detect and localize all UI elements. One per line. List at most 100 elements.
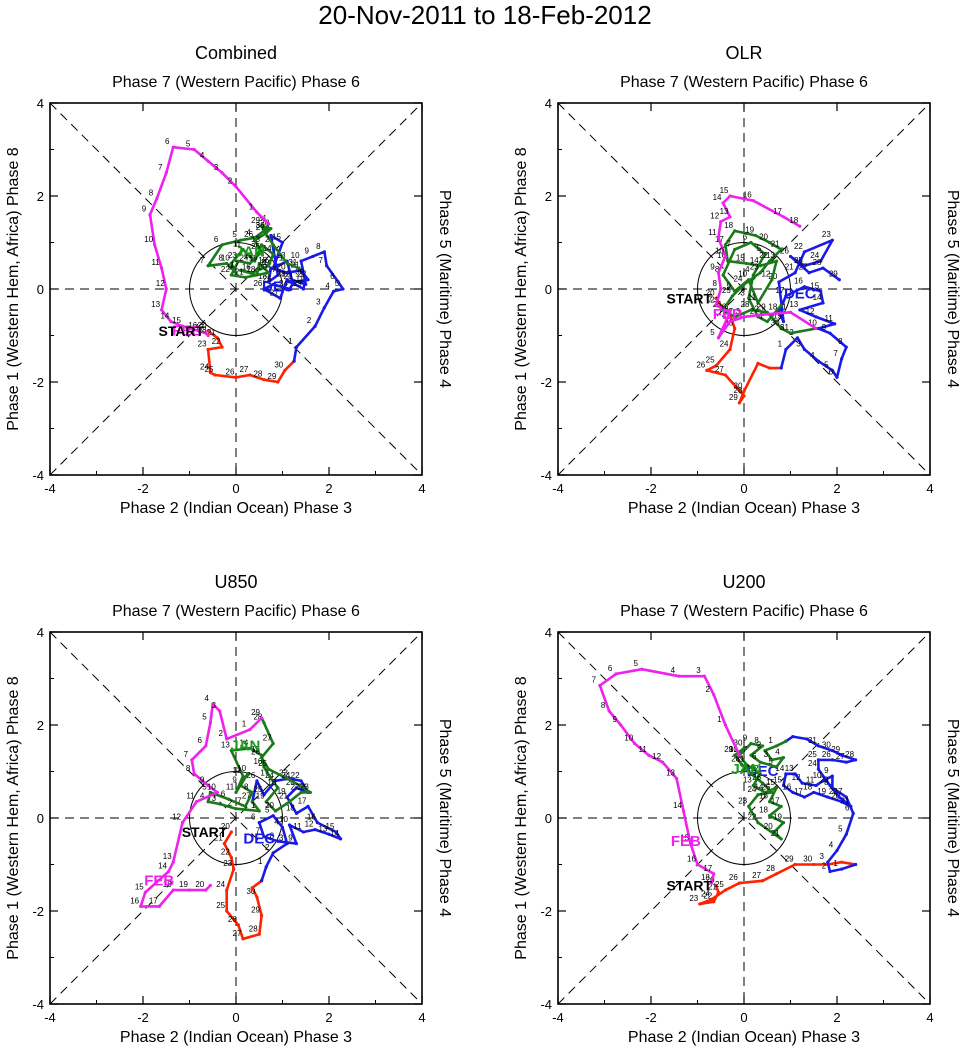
series-point	[308, 790, 312, 795]
series-point	[229, 748, 233, 753]
day-label: 17	[230, 260, 239, 269]
day-label: 21	[214, 834, 223, 843]
day-label: 20	[258, 263, 267, 272]
day-label: 12	[233, 766, 242, 775]
x-tick-label: 4	[418, 1010, 425, 1025]
day-label: 23	[279, 768, 288, 777]
series-point	[297, 266, 301, 270]
series-point	[206, 783, 210, 788]
series-point	[714, 883, 718, 888]
day-label: 11	[825, 314, 834, 323]
series-point	[814, 315, 818, 319]
series-point	[234, 271, 238, 275]
day-label: 1	[768, 736, 773, 745]
series-point	[716, 236, 721, 240]
series-point	[248, 373, 252, 377]
day-label: 9	[822, 323, 827, 332]
series-line-jan	[733, 740, 787, 841]
series-point	[747, 804, 751, 808]
series-point	[733, 753, 737, 757]
series-point	[299, 268, 303, 272]
unit-circle	[697, 242, 791, 336]
day-label: 7	[743, 745, 748, 754]
day-label: 22	[291, 771, 300, 780]
day-label: 3	[211, 701, 216, 710]
day-label: 8	[316, 242, 321, 251]
day-label: 7	[158, 163, 163, 172]
series-point	[698, 902, 702, 906]
series-point	[802, 795, 807, 799]
day-label: 29	[251, 216, 260, 225]
series-point	[180, 324, 185, 328]
series-point	[844, 760, 848, 764]
y-tick-label: 4	[545, 96, 552, 111]
series-point	[271, 814, 275, 818]
x-tick-label: 2	[833, 481, 840, 496]
series-point	[227, 797, 231, 802]
month-label-feb: FEB	[713, 306, 743, 323]
series-point	[821, 266, 825, 270]
series-point	[213, 373, 217, 377]
x-tick-label: 2	[325, 1010, 332, 1025]
series-point	[761, 781, 765, 785]
series-point	[781, 755, 786, 760]
series-point	[164, 287, 168, 291]
day-label: 2	[750, 307, 755, 316]
day-label: 1	[251, 801, 256, 810]
series-point	[269, 226, 273, 231]
day-label: 28	[766, 864, 775, 873]
day-label: 24	[720, 339, 729, 348]
series-point	[742, 746, 746, 750]
series-point	[835, 848, 839, 853]
series-point	[830, 748, 834, 753]
series-point	[761, 744, 765, 748]
series-point	[767, 240, 772, 245]
day-label: 23	[738, 796, 747, 805]
series-line-nov	[705, 297, 782, 405]
series-point	[756, 361, 760, 365]
series-point	[294, 841, 299, 846]
series-point	[774, 786, 779, 790]
series-point	[712, 693, 716, 697]
series-point	[828, 783, 832, 788]
series-point	[222, 841, 226, 846]
series-point	[215, 790, 219, 795]
series-point	[767, 800, 772, 804]
series-point	[234, 807, 238, 811]
day-label: 27	[239, 365, 248, 374]
series-point	[763, 748, 767, 753]
day-label: 6	[198, 736, 203, 745]
day-label: 22	[221, 848, 230, 857]
day-label: 26	[822, 750, 831, 759]
day-label: 25	[253, 785, 262, 794]
day-label: 15	[810, 281, 819, 290]
day-label: 4	[829, 841, 834, 850]
left-axis-label: Phase 1 (Western Hem, Africa) Phase 8	[513, 676, 530, 959]
series-point	[248, 746, 252, 750]
series-point	[266, 264, 271, 268]
day-label: 10	[144, 235, 153, 244]
day-label: 10	[813, 771, 822, 780]
series-line-nov	[698, 860, 856, 906]
series-point	[781, 215, 786, 219]
series-point	[728, 194, 732, 198]
series-point	[758, 271, 762, 275]
series-point	[681, 809, 686, 813]
day-label: 27	[799, 263, 808, 272]
series-point	[187, 888, 192, 892]
series-point	[744, 261, 748, 266]
series-point	[299, 779, 303, 783]
series-point	[767, 814, 772, 818]
series-point	[647, 753, 651, 757]
day-label: 21	[840, 796, 849, 805]
day-label: 13	[221, 741, 230, 750]
series-point	[276, 839, 280, 843]
day-label: 2	[265, 843, 270, 852]
series-point	[253, 236, 257, 240]
series-point	[234, 375, 238, 379]
series-point	[716, 271, 721, 275]
day-label: 29	[757, 302, 766, 311]
x-tick-label: -2	[137, 481, 149, 496]
series-point	[171, 145, 175, 149]
